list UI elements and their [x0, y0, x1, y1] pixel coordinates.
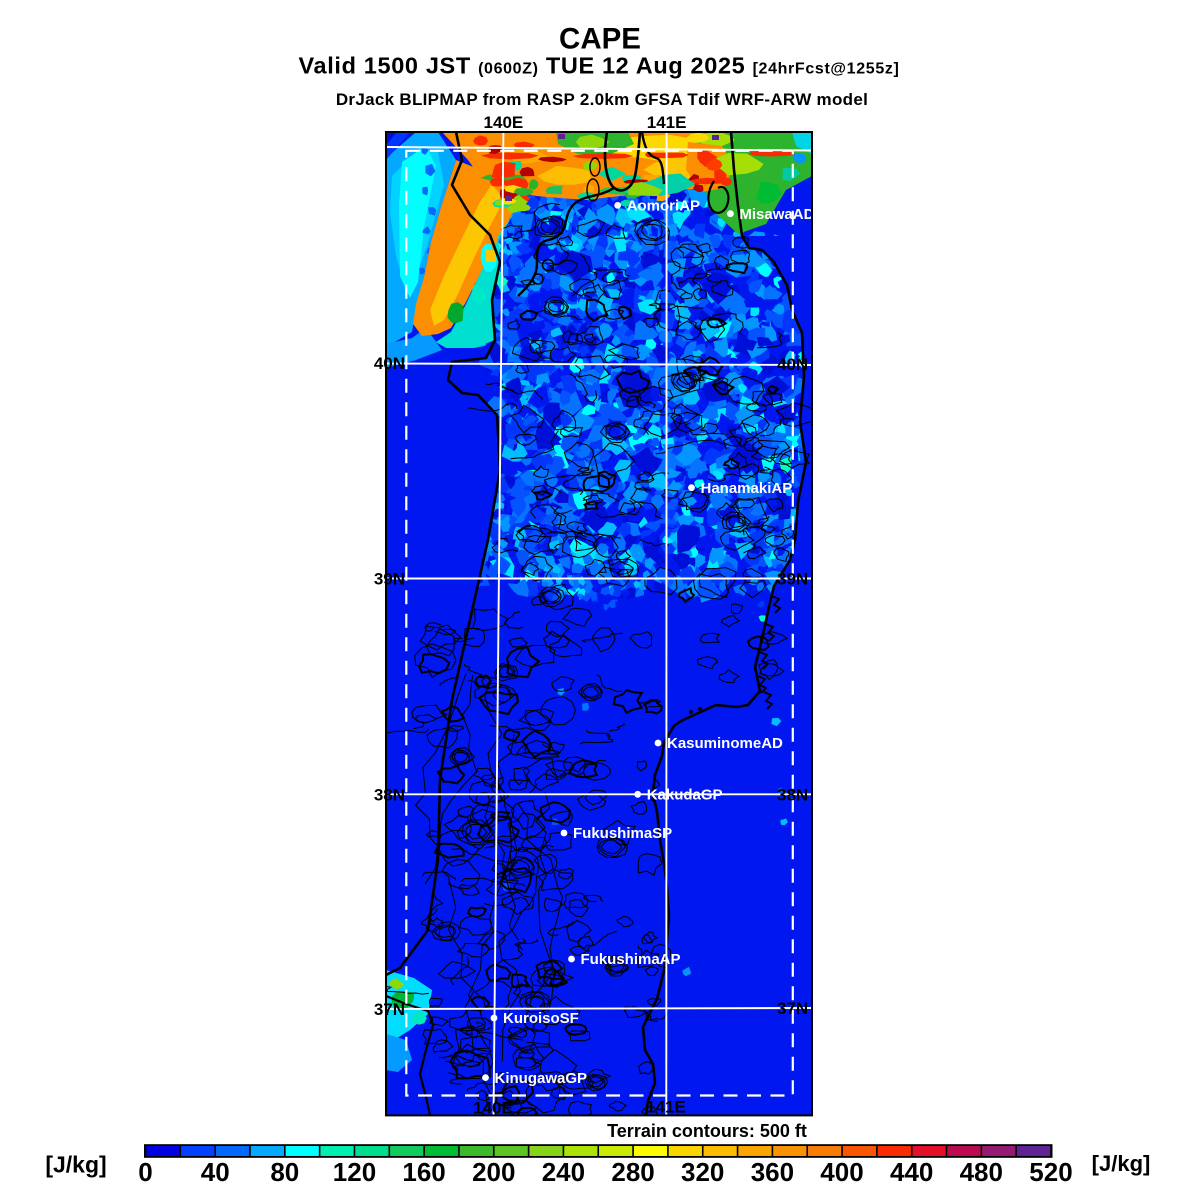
svg-text:120: 120 — [333, 1157, 376, 1187]
svg-text:141E: 141E — [646, 1098, 686, 1117]
svg-text:240: 240 — [542, 1157, 585, 1187]
svg-text:39N: 39N — [374, 570, 405, 589]
svg-text:40N: 40N — [777, 355, 808, 374]
svg-text:38N: 38N — [374, 785, 405, 804]
svg-text:200: 200 — [472, 1157, 515, 1187]
svg-text:40: 40 — [201, 1157, 230, 1187]
svg-text:400: 400 — [820, 1157, 863, 1187]
svg-text:140E: 140E — [473, 1099, 513, 1118]
svg-text:320: 320 — [681, 1157, 724, 1187]
svg-text:37N: 37N — [374, 1000, 405, 1019]
svg-text:37N: 37N — [777, 999, 808, 1018]
svg-text:DrJack BLIPMAP from RASP 2.0km: DrJack BLIPMAP from RASP 2.0km GFSA Tdif… — [336, 90, 868, 109]
svg-text:480: 480 — [960, 1157, 1003, 1187]
svg-text:140E: 140E — [484, 113, 524, 132]
svg-text:40N: 40N — [374, 354, 405, 373]
svg-text:39N: 39N — [777, 570, 808, 589]
svg-text:AomoriAP: AomoriAP — [627, 198, 700, 215]
svg-text:280: 280 — [611, 1157, 654, 1187]
svg-text:520: 520 — [1029, 1157, 1072, 1187]
svg-text:[J/kg]: [J/kg] — [45, 1152, 106, 1178]
svg-text:141E: 141E — [647, 113, 687, 132]
svg-text:CAPE: CAPE — [559, 23, 641, 56]
svg-text:KasuminomeAD: KasuminomeAD — [667, 735, 783, 752]
svg-text:80: 80 — [270, 1157, 299, 1187]
svg-text:KakudaGP: KakudaGP — [647, 787, 723, 804]
svg-text:160: 160 — [402, 1157, 445, 1187]
svg-text:Terrain contours: 500 ft: Terrain contours: 500 ft — [607, 1121, 807, 1141]
svg-text:HanamakiAP: HanamakiAP — [701, 480, 793, 497]
svg-text:MisawaAD: MisawaAD — [739, 206, 814, 223]
svg-text:[J/kg]: [J/kg] — [1092, 1151, 1151, 1176]
svg-text:KuroisoSF: KuroisoSF — [503, 1010, 579, 1027]
svg-text:0: 0 — [138, 1157, 152, 1187]
svg-text:FukushimaAP: FukushimaAP — [581, 951, 681, 968]
svg-text:KinugawaGP: KinugawaGP — [495, 1070, 588, 1087]
svg-text:38N: 38N — [777, 785, 808, 804]
svg-text:440: 440 — [890, 1157, 933, 1187]
svg-text:FukushimaSP: FukushimaSP — [573, 825, 672, 842]
svg-text:360: 360 — [751, 1157, 794, 1187]
